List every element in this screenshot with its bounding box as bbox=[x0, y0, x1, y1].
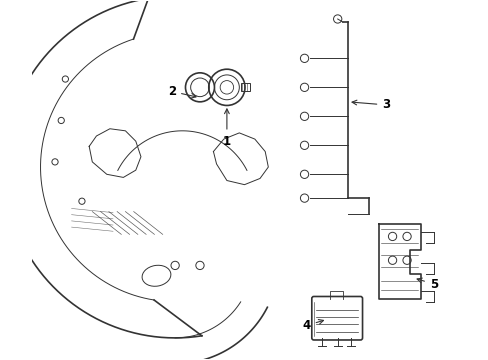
Text: 5: 5 bbox=[416, 278, 437, 291]
Text: 3: 3 bbox=[351, 98, 389, 112]
Text: 1: 1 bbox=[223, 109, 230, 148]
Text: 2: 2 bbox=[167, 85, 196, 98]
Text: 4: 4 bbox=[302, 319, 323, 332]
